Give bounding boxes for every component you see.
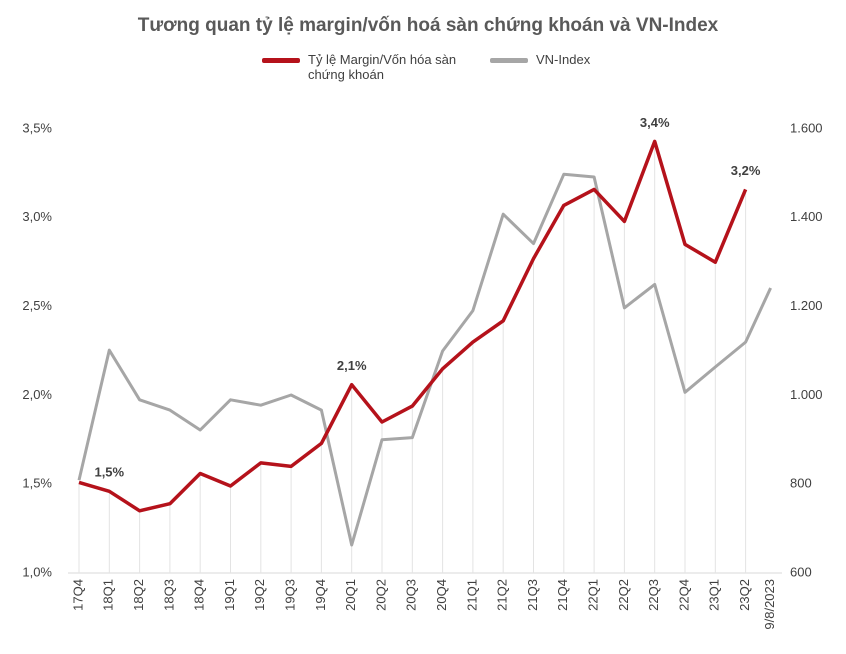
- y2-tick-label: 1.000: [790, 387, 823, 402]
- y2-tick-label: 1.200: [790, 298, 823, 313]
- y-tick-label: 2,0%: [22, 387, 52, 402]
- x-tick-label: 22Q4: [676, 579, 691, 611]
- x-tick-label: 21Q2: [495, 579, 510, 611]
- value-label: 1,5%: [94, 465, 124, 480]
- x-tick-label: 21Q3: [525, 579, 540, 611]
- legend-label: Tỷ lệ Margin/Vốn hóa sàn chứng khoán: [308, 52, 457, 82]
- value-label: 2,1%: [337, 358, 367, 373]
- y2-tick-label: 1.400: [790, 209, 823, 224]
- value-label: 3,4%: [640, 115, 670, 130]
- y-tick-label: 1,0%: [22, 564, 52, 579]
- x-tick-label: 20Q3: [404, 579, 419, 611]
- x-tick-label: 19Q2: [252, 579, 267, 611]
- legend-item: Tỷ lệ Margin/Vốn hóa sàn chứng khoán: [262, 52, 458, 82]
- x-tick-label: 18Q1: [101, 579, 116, 611]
- x-tick-label: 18Q4: [192, 579, 207, 611]
- x-tick-label: 20Q4: [434, 579, 449, 611]
- y-tick-label: 1,5%: [22, 476, 52, 491]
- x-tick-label: 9/8/2023: [762, 579, 777, 630]
- x-tick-label: 18Q3: [161, 579, 176, 611]
- x-tick-label: 19Q4: [313, 579, 328, 611]
- legend-label: VN-Index: [536, 52, 591, 67]
- x-tick-label: 22Q2: [616, 579, 631, 611]
- y2-tick-label: 600: [790, 564, 812, 579]
- legend-item: VN-Index: [490, 52, 590, 67]
- x-tick-label: 17Q4: [70, 579, 85, 611]
- x-tick-label: 21Q4: [555, 579, 570, 611]
- y-tick-label: 3,0%: [22, 209, 52, 224]
- x-tick-label: 21Q1: [464, 579, 479, 611]
- chart-title: Tương quan tỷ lệ margin/vốn hoá sàn chứn…: [138, 15, 719, 36]
- x-tick-label: 23Q2: [737, 579, 752, 611]
- y2-tick-label: 800: [790, 476, 812, 491]
- series-line: [77, 172, 772, 547]
- series-line: [78, 139, 748, 513]
- x-tick-label: 19Q3: [283, 579, 298, 611]
- value-label: 3,2%: [731, 163, 761, 178]
- x-tick-label: 20Q2: [373, 579, 388, 611]
- legend-swatch: [490, 58, 528, 63]
- x-tick-label: 23Q1: [707, 579, 722, 611]
- legend-swatch: [262, 58, 300, 63]
- x-tick-label: 19Q1: [222, 579, 237, 611]
- x-tick-label: 20Q1: [343, 579, 358, 611]
- x-tick-label: 22Q3: [646, 579, 661, 611]
- x-tick-label: 18Q2: [131, 579, 146, 611]
- y-tick-label: 2,5%: [22, 298, 52, 313]
- y-tick-label: 3,5%: [22, 120, 52, 135]
- y2-tick-label: 1.600: [790, 120, 823, 135]
- x-tick-label: 22Q1: [586, 579, 601, 611]
